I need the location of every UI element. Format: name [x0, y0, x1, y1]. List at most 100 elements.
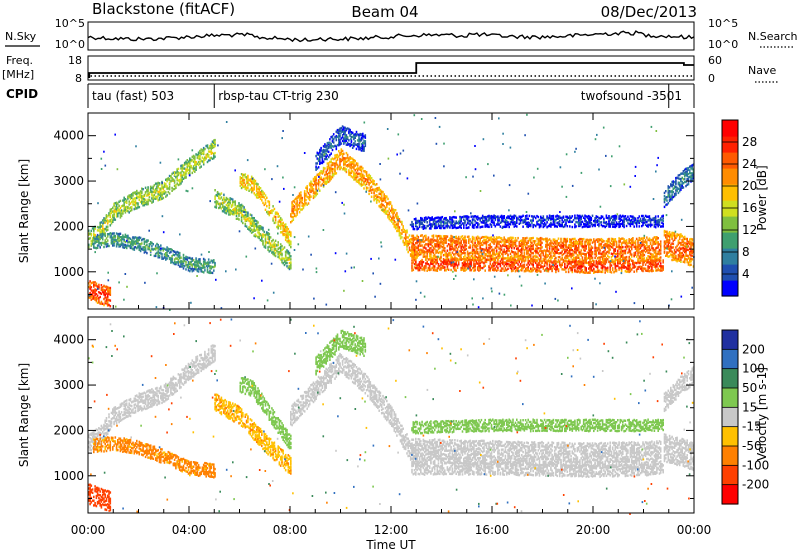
power-cell — [320, 177, 322, 181]
power-cell — [163, 190, 166, 193]
power-cell — [545, 253, 547, 257]
power-cell — [479, 238, 481, 241]
power-cell — [350, 131, 353, 134]
power-cell — [543, 249, 546, 252]
power-cell — [450, 245, 452, 248]
power-cell — [344, 163, 346, 166]
power-cell — [103, 229, 105, 232]
power-cell — [245, 225, 248, 228]
power-cell — [101, 288, 104, 292]
power-cell — [103, 228, 105, 231]
power-cell — [560, 243, 562, 247]
power-cell — [158, 198, 161, 201]
power-cell — [271, 244, 273, 247]
power-cell — [613, 251, 615, 255]
power-cell — [493, 241, 495, 244]
power-cell — [628, 248, 630, 251]
power-cell — [103, 303, 105, 307]
power-cell — [96, 237, 99, 241]
cpid-segment-label-2: twofsound -3501 — [581, 89, 682, 103]
power-cell — [555, 256, 557, 260]
power-cell — [518, 244, 521, 248]
power-cell — [464, 257, 466, 261]
power-cell — [644, 263, 647, 266]
power-cell — [301, 208, 303, 211]
power-cell — [100, 300, 103, 304]
power-cell — [489, 246, 492, 250]
power-cell — [403, 236, 406, 240]
power-cell — [287, 241, 290, 244]
power-cell — [537, 243, 540, 246]
power-cell — [494, 246, 497, 249]
power-cell — [327, 162, 330, 165]
power-cell — [331, 135, 334, 138]
power-cell — [553, 246, 556, 249]
power-cell — [226, 204, 229, 207]
power-cell — [170, 261, 172, 264]
power-cell — [350, 157, 353, 160]
power-cell — [365, 178, 368, 181]
power-cell — [315, 194, 317, 197]
power-cell — [186, 265, 189, 268]
power-cell — [324, 182, 326, 185]
power-cell — [375, 183, 378, 186]
power-cell — [633, 270, 635, 273]
power-cell — [360, 174, 363, 177]
power-cell — [556, 264, 558, 268]
power-cell — [99, 221, 101, 225]
power-cell — [344, 129, 346, 132]
power-cell — [350, 143, 353, 147]
power-cell — [619, 258, 622, 261]
power-cell — [430, 259, 432, 262]
power-cell — [426, 221, 428, 224]
power-cell — [388, 215, 391, 218]
power-cell — [532, 236, 534, 240]
power-cell — [168, 256, 171, 260]
power-cell — [93, 230, 95, 233]
power-cell — [488, 258, 490, 262]
power-cell — [430, 238, 432, 241]
power-cell — [565, 244, 567, 247]
power-cell — [421, 251, 423, 254]
power-cell — [484, 242, 486, 245]
power-cell — [189, 157, 191, 160]
power-cell — [90, 232, 93, 236]
power-cell — [459, 241, 461, 245]
power-cell — [288, 233, 291, 236]
power-cell — [139, 245, 142, 248]
power-cell — [576, 249, 579, 252]
power-cell — [615, 258, 618, 262]
cpid-segment-label-0: tau (fast) 503 — [92, 89, 174, 103]
power-cell — [330, 135, 332, 139]
power-cell — [656, 238, 658, 241]
power-cell — [186, 159, 189, 162]
power-cell — [500, 248, 503, 251]
power-cell — [103, 284, 105, 288]
power-cell — [283, 257, 286, 260]
power-cell — [351, 143, 354, 146]
power-cell — [134, 207, 137, 210]
power-cell — [450, 258, 452, 262]
power-cell — [330, 164, 332, 167]
power-cell — [340, 131, 343, 134]
power-cell — [178, 180, 181, 184]
power-cell — [315, 181, 317, 185]
power-cell — [353, 137, 355, 141]
power-cell — [582, 252, 585, 256]
power-cell — [199, 166, 201, 169]
power-cell — [339, 157, 341, 161]
power-cell — [321, 172, 324, 175]
power-cell — [162, 196, 165, 200]
power-cell — [202, 149, 205, 152]
power-cell — [384, 208, 387, 211]
power-cell — [258, 233, 260, 236]
power-cell — [451, 247, 454, 251]
power-cell — [490, 240, 493, 243]
power-cell — [581, 242, 584, 246]
power-cell — [551, 249, 553, 253]
power-cell — [353, 161, 355, 164]
power-cell — [268, 213, 271, 217]
power-cell — [420, 266, 422, 269]
power-cell — [115, 201, 118, 204]
power-cell — [600, 242, 603, 246]
